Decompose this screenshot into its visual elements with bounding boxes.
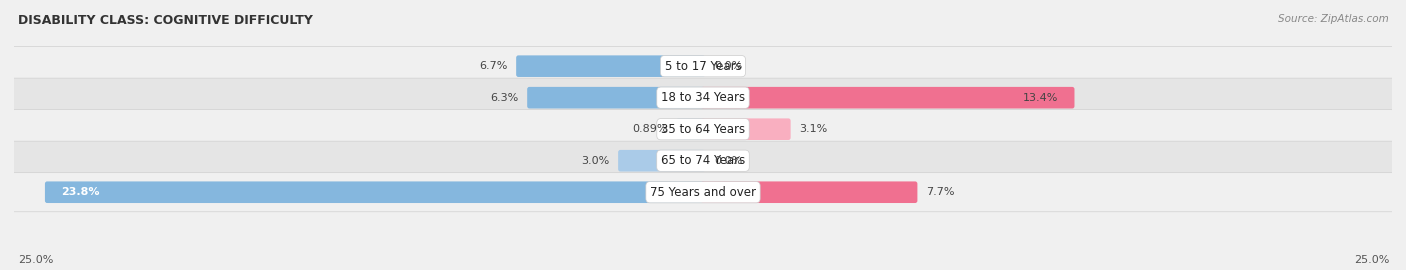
- FancyBboxPatch shape: [516, 55, 706, 77]
- Text: 6.3%: 6.3%: [491, 93, 519, 103]
- FancyBboxPatch shape: [10, 47, 1396, 86]
- FancyBboxPatch shape: [619, 150, 706, 171]
- Text: 23.8%: 23.8%: [60, 187, 100, 197]
- Text: 3.0%: 3.0%: [581, 156, 609, 166]
- Text: 13.4%: 13.4%: [1024, 93, 1059, 103]
- FancyBboxPatch shape: [10, 110, 1396, 149]
- Text: 65 to 74 Years: 65 to 74 Years: [661, 154, 745, 167]
- Text: 0.0%: 0.0%: [714, 61, 742, 71]
- FancyBboxPatch shape: [700, 87, 1074, 109]
- Text: 0.89%: 0.89%: [631, 124, 668, 134]
- Text: 35 to 64 Years: 35 to 64 Years: [661, 123, 745, 136]
- Text: Source: ZipAtlas.com: Source: ZipAtlas.com: [1278, 14, 1389, 23]
- FancyBboxPatch shape: [700, 181, 917, 203]
- FancyBboxPatch shape: [527, 87, 706, 109]
- Text: 18 to 34 Years: 18 to 34 Years: [661, 91, 745, 104]
- Text: 0.0%: 0.0%: [714, 156, 742, 166]
- Text: 7.7%: 7.7%: [927, 187, 955, 197]
- FancyBboxPatch shape: [10, 141, 1396, 180]
- Text: 3.1%: 3.1%: [800, 124, 828, 134]
- FancyBboxPatch shape: [10, 173, 1396, 212]
- Text: DISABILITY CLASS: COGNITIVE DIFFICULTY: DISABILITY CLASS: COGNITIVE DIFFICULTY: [18, 14, 314, 26]
- FancyBboxPatch shape: [676, 119, 706, 140]
- FancyBboxPatch shape: [45, 181, 706, 203]
- Text: 75 Years and over: 75 Years and over: [650, 186, 756, 199]
- Text: 25.0%: 25.0%: [1354, 255, 1389, 265]
- FancyBboxPatch shape: [10, 78, 1396, 117]
- Text: 6.7%: 6.7%: [479, 61, 508, 71]
- Text: 25.0%: 25.0%: [18, 255, 53, 265]
- Text: 5 to 17 Years: 5 to 17 Years: [665, 60, 741, 73]
- FancyBboxPatch shape: [700, 119, 790, 140]
